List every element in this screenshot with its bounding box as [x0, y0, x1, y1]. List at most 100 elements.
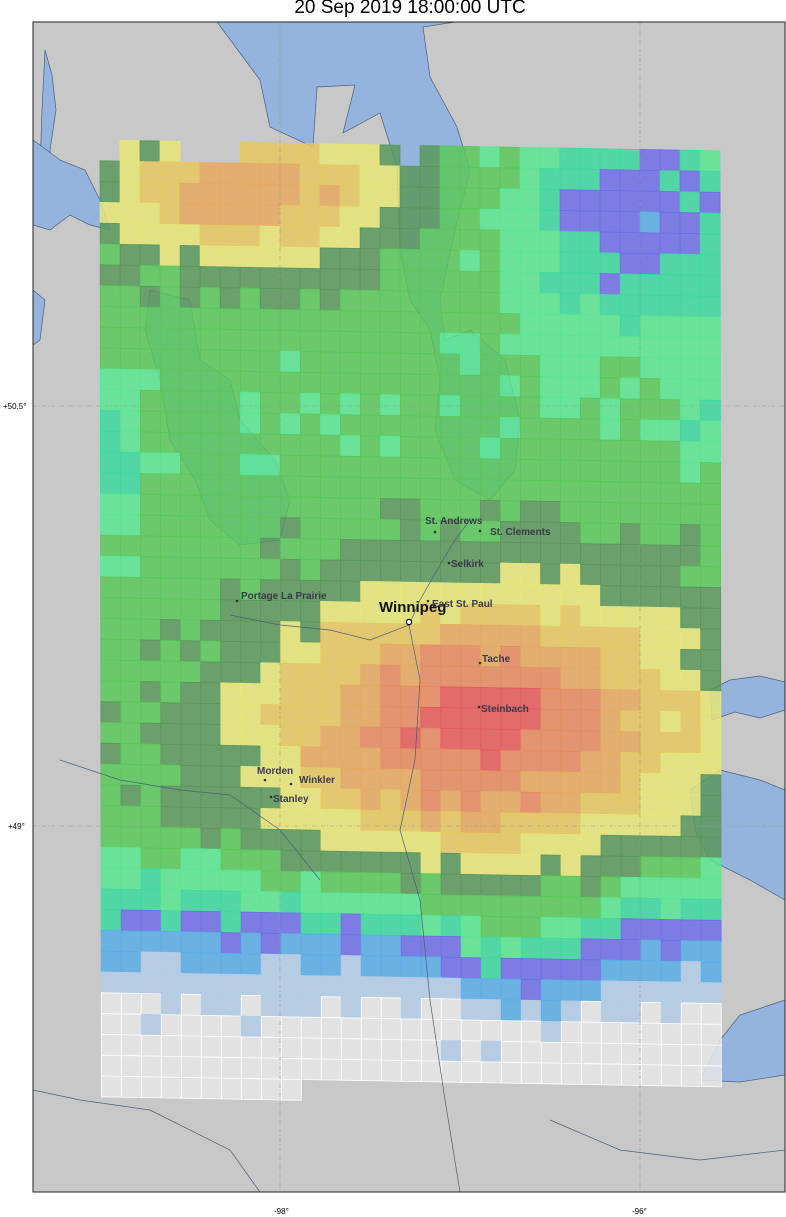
- grid-cell: [279, 371, 301, 394]
- grid-cell: [220, 599, 242, 622]
- grid-cell: [240, 1078, 262, 1101]
- grid-cell: [560, 813, 582, 836]
- grid-cell: [499, 312, 521, 335]
- grid-cell: [120, 701, 142, 724]
- grid-cell: [100, 451, 121, 474]
- grid-cell: [400, 935, 422, 958]
- grid-cell: [579, 147, 601, 170]
- grid-cell: [340, 1017, 362, 1040]
- grid-cell: [179, 265, 201, 288]
- grid-cell: [699, 358, 721, 381]
- grid-cell: [499, 375, 521, 398]
- grid-cell: [679, 170, 701, 193]
- grid-cell: [319, 330, 341, 353]
- grid-cell: [380, 518, 401, 541]
- grid-cell: [240, 495, 261, 518]
- grid-cell: [560, 979, 582, 1002]
- grid-cell: [259, 204, 281, 227]
- city-portage-la-prairie[interactable]: Portage La Prairie: [235, 591, 327, 603]
- grid-cell: [560, 646, 582, 669]
- grid-cell: [580, 959, 602, 982]
- grid-cell: [639, 419, 661, 442]
- grid-cell: [500, 1061, 522, 1084]
- city-steinbach[interactable]: Steinbach: [477, 704, 529, 715]
- grid-cell: [100, 784, 122, 807]
- grid-cell: [160, 847, 182, 870]
- grid-cell: [619, 356, 641, 379]
- grid-cell: [560, 584, 582, 607]
- city-st-andrews[interactable]: St. Andrews: [425, 516, 483, 534]
- grid-cell: [620, 627, 642, 650]
- grid-cell: [120, 992, 142, 1015]
- grid-cell: [220, 1056, 242, 1079]
- grid-cell: [500, 1020, 522, 1043]
- grid-cell: [119, 306, 141, 329]
- grid-cell: [180, 515, 201, 538]
- city-tache[interactable]: Tache: [478, 654, 511, 665]
- grid-cell: [260, 911, 282, 934]
- grid-cell: [259, 163, 281, 186]
- grid-cell: [160, 681, 182, 704]
- grid-cell: [99, 181, 121, 204]
- grid-cell: [180, 827, 202, 850]
- city-marker-icon: [426, 599, 430, 603]
- city-winnipeg[interactable]: Winnipeg: [379, 599, 446, 626]
- city-selkirk[interactable]: Selkirk: [447, 559, 485, 570]
- grid-cell: [159, 307, 181, 330]
- grid-cell: [660, 939, 682, 962]
- grid-cell: [599, 377, 621, 400]
- grid-cell: [300, 995, 322, 1018]
- grid-cell: [399, 332, 421, 355]
- grid-cell: [419, 165, 441, 188]
- grid-cell: [260, 724, 282, 747]
- grid-cell: [560, 709, 582, 732]
- grid-cell: [640, 606, 662, 629]
- grid-cell: [480, 624, 502, 647]
- city-st-clements[interactable]: St. Clements: [478, 527, 551, 538]
- city-label: Portage La Prairie: [241, 591, 327, 602]
- grid-cell: [120, 722, 142, 745]
- grid-cell: [300, 621, 322, 644]
- grid-cell: [100, 1075, 122, 1098]
- grid-cell: [660, 690, 682, 713]
- grid-cell: [239, 162, 261, 185]
- city-stanley[interactable]: Stanley: [269, 794, 309, 805]
- grid-cell: [660, 586, 682, 609]
- grid-cell: [580, 709, 602, 732]
- grid-cell: [520, 874, 542, 897]
- grid-cell: [280, 1016, 302, 1039]
- grid-cell: [280, 537, 302, 560]
- grid-cell: [440, 852, 462, 875]
- grid-cell: [600, 1042, 622, 1065]
- grid-cell: [620, 460, 641, 483]
- grid-cell: [639, 149, 661, 172]
- grid-cell: [300, 434, 321, 457]
- grid-cell: [260, 1078, 282, 1101]
- city-label: Steinbach: [481, 704, 529, 715]
- grid-cell: [660, 565, 682, 588]
- grid-cell: [600, 938, 622, 961]
- city-east-st-paul[interactable]: East St. Paul: [426, 599, 493, 610]
- grid-cell: [200, 806, 222, 829]
- grid-cell: [239, 350, 261, 373]
- grid-cell: [559, 314, 581, 337]
- grid-cell: [540, 584, 562, 607]
- grid-cell: [440, 873, 462, 896]
- grid-cell: [259, 142, 281, 165]
- grid-cell: [280, 496, 301, 519]
- grid-cell: [200, 432, 221, 455]
- grid-cell: [540, 542, 562, 565]
- grid-cell: [659, 336, 681, 359]
- grid-cell: [260, 703, 282, 726]
- city-morden[interactable]: Morden: [257, 766, 293, 782]
- grid-cell: [419, 415, 441, 438]
- grid-cell: [439, 249, 461, 272]
- grid-cell: [459, 208, 481, 231]
- grid-cell: [400, 893, 422, 916]
- grid-cell: [160, 577, 182, 600]
- city-winkler[interactable]: Winkler: [289, 775, 335, 786]
- grid-cell: [540, 625, 562, 648]
- grid-cell: [540, 958, 562, 981]
- grid-cell: [160, 993, 182, 1016]
